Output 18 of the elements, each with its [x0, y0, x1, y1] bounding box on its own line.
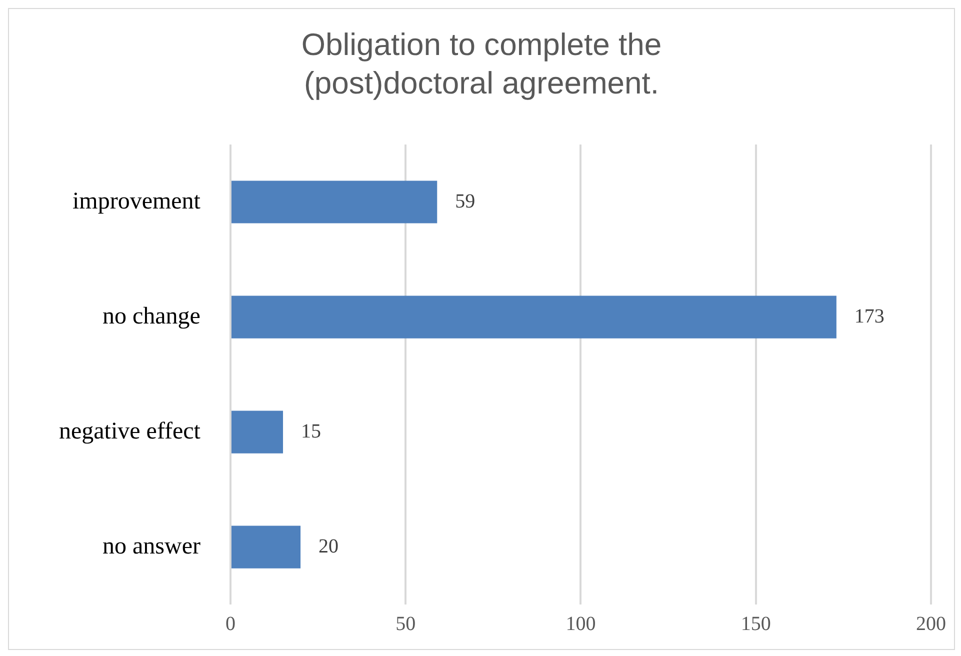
x-tick-label: 0 [225, 612, 236, 635]
y-tick-label: negative effect [59, 418, 201, 444]
x-tick-label: 100 [566, 612, 596, 635]
data-label: 20 [318, 535, 339, 558]
bar [231, 296, 836, 338]
data-label: 59 [455, 190, 476, 212]
x-tick-label: 50 [396, 612, 416, 635]
bar [231, 526, 301, 568]
x-tick-label: 200 [916, 612, 946, 635]
y-tick-label: no change [102, 303, 200, 330]
x-tick-label: 150 [740, 612, 771, 635]
data-label: 15 [301, 420, 322, 442]
y-tick-label: improvement [72, 188, 201, 214]
chart-title: Obligation to complete the (post)doctoral agreement. [301, 26, 662, 101]
bar [231, 410, 284, 454]
y-tick-label: no answer [102, 533, 200, 560]
data-label: 173 [854, 305, 884, 328]
bar [231, 180, 438, 224]
